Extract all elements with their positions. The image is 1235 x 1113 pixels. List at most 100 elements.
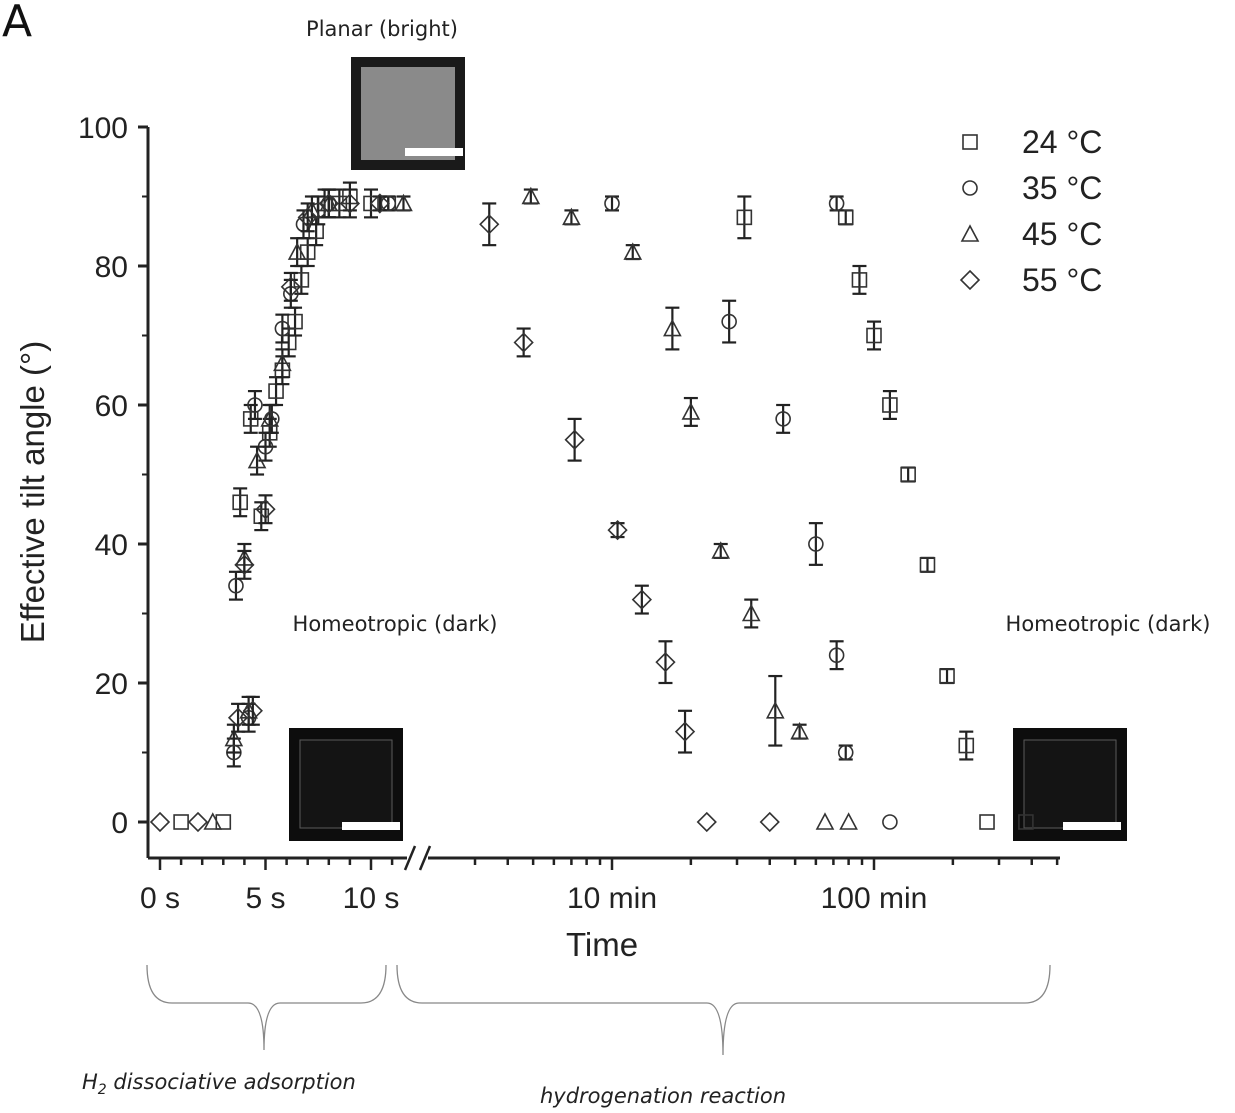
data-point <box>228 577 244 594</box>
data-point <box>604 195 620 212</box>
left-brace-label-main: H <box>82 1070 98 1094</box>
data-point <box>224 728 244 747</box>
y-tick-label: 100 <box>78 112 128 145</box>
data-point <box>232 494 248 511</box>
data-point <box>521 186 541 205</box>
data-point <box>247 397 263 413</box>
data-point <box>227 707 249 728</box>
data-point <box>339 193 361 214</box>
left-brace-label-sub: 2 <box>98 1082 107 1098</box>
data-point <box>696 811 717 833</box>
y-tick-labels: 0 20 40 60 80 100 <box>78 112 128 840</box>
data-point <box>663 318 682 337</box>
legend: 24 °C 35 °C 45 °C 55 °C <box>959 124 1102 298</box>
data-point <box>851 272 868 288</box>
data-point <box>837 209 854 226</box>
data-point <box>655 652 676 673</box>
data-point <box>215 814 232 830</box>
series-layer <box>149 181 1034 833</box>
data-point <box>287 313 303 330</box>
data-point <box>979 814 995 830</box>
data-point <box>759 811 780 833</box>
axes <box>138 125 1060 871</box>
y-axis-title: Effective tilt angle (°) <box>14 341 51 643</box>
data-point <box>721 313 737 330</box>
x-tick-label: 100 min <box>821 882 928 915</box>
data-point <box>919 557 936 573</box>
x-tick-label: 10 s <box>343 882 400 915</box>
x-axis-title: Time <box>566 926 638 963</box>
inset-homeotropic-image-right <box>1013 728 1127 841</box>
data-point <box>287 242 307 260</box>
data-point <box>380 195 397 212</box>
data-point <box>815 812 835 830</box>
legend-marker-circle <box>962 180 978 196</box>
x-tick-label: 10 min <box>567 882 657 915</box>
data-point <box>765 701 785 719</box>
legend-label: 35 °C <box>1022 170 1102 206</box>
data-point <box>681 402 701 420</box>
data-point <box>607 519 628 541</box>
homeotropic-annotation-mid: Homeotropic (dark) <box>293 612 498 636</box>
legend-marker-square <box>962 134 978 150</box>
inset-homeotropic-image-mid <box>289 728 403 841</box>
y-tick-label: 60 <box>95 390 128 423</box>
x-tick-labels: 0 s 5 s 10 s 10 min 100 min <box>140 882 927 915</box>
planar-annotation: Planar (bright) <box>306 17 458 41</box>
data-point <box>394 193 413 212</box>
data-point <box>247 450 267 469</box>
y-tick-label: 40 <box>95 529 128 562</box>
data-point <box>828 195 845 212</box>
data-point <box>631 589 652 610</box>
y-tick-label: 80 <box>95 251 128 284</box>
axis-break-mark <box>418 845 432 871</box>
data-point <box>790 721 809 740</box>
data-point <box>562 207 581 226</box>
data-point <box>297 207 318 228</box>
legend-label: 24 °C <box>1022 124 1102 160</box>
data-point <box>318 193 339 214</box>
data-point <box>479 214 500 235</box>
data-point <box>958 737 975 754</box>
data-point <box>260 409 280 427</box>
data-point <box>674 721 696 742</box>
left-brace-label-rest: dissociative adsorption <box>107 1070 356 1094</box>
data-point <box>828 647 845 664</box>
inset-planar-image <box>351 57 465 170</box>
data-point <box>839 812 858 830</box>
data-point <box>173 814 189 830</box>
data-point <box>808 536 824 552</box>
legend-marker-triangle <box>960 224 980 242</box>
data-point <box>623 242 643 260</box>
data-point <box>711 541 731 559</box>
data-point <box>187 811 209 833</box>
series-diamond <box>149 188 780 833</box>
data-point <box>1018 814 1034 830</box>
homeotropic-annotation-right: Homeotropic (dark) <box>1006 612 1211 636</box>
panel-label: A <box>2 0 32 47</box>
data-point <box>369 193 390 214</box>
data-point <box>900 466 916 483</box>
data-point <box>741 603 761 622</box>
y-tick-label: 0 <box>111 807 128 840</box>
legend-label: 45 °C <box>1022 216 1102 252</box>
data-point <box>513 332 534 353</box>
data-point <box>274 320 291 337</box>
data-point <box>280 276 301 297</box>
data-point <box>242 700 263 721</box>
data-point <box>564 429 585 450</box>
axis-break-mark <box>403 845 417 871</box>
brace-left <box>146 964 387 1051</box>
right-brace-label: hydrogenation reaction <box>540 1084 786 1108</box>
data-point <box>837 744 854 761</box>
data-point <box>882 814 898 830</box>
data-point <box>866 327 882 344</box>
data-point <box>775 411 791 427</box>
data-point <box>363 195 379 212</box>
x-tick-label: 0 s <box>140 882 180 915</box>
data-point <box>255 499 276 520</box>
data-point <box>234 554 255 575</box>
data-point <box>882 397 898 413</box>
left-brace-label: H2 dissociative adsorption <box>82 1070 356 1098</box>
